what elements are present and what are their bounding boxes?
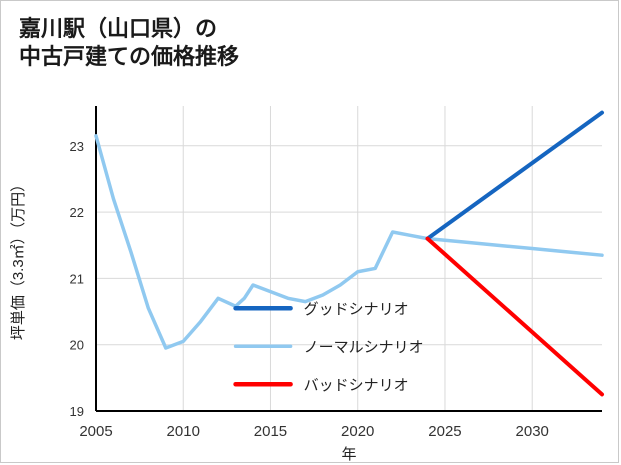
x-axis-title: 年 bbox=[341, 446, 356, 463]
chart-plot-area: 19 20 21 22 23 2005 2010 2015 2020 2025 2030 坪単価（3.… bbox=[1, 96, 618, 462]
chart-frame: 嘉川駅（山口県）の 中古戸建ての価格推移 19 20 21 22 23 2005 2010 2… bbox=[0, 0, 619, 463]
series-line-バッドシナリオ bbox=[428, 239, 602, 395]
x-tick-label-2010: 2010 bbox=[167, 423, 200, 440]
y-tick-label-19: 19 bbox=[70, 404, 84, 419]
y-tick-label-20: 20 bbox=[70, 338, 84, 353]
series-line-グッドシナリオ bbox=[428, 113, 602, 239]
y-tick-label-22: 22 bbox=[70, 205, 84, 220]
legend-label-バッドシナリオ: バッドシナリオ bbox=[304, 377, 409, 394]
y-tick-label-23: 23 bbox=[70, 139, 84, 154]
chart-title-line2: 中古戸建ての価格推移 bbox=[19, 43, 239, 71]
y-axis-title: 坪単価（3.3㎡）（万円） bbox=[10, 177, 27, 340]
line-chart-svg: 19 20 21 22 23 2005 2010 2015 2020 2025 2030 坪単価（3.… bbox=[1, 96, 619, 463]
chart-title: 嘉川駅（山口県）の 中古戸建ての価格推移 bbox=[19, 15, 239, 70]
x-tick-label-2005: 2005 bbox=[79, 423, 112, 440]
legend-label-グッドシナリオ: グッドシナリオ bbox=[304, 301, 409, 318]
x-tick-label-2025: 2025 bbox=[428, 423, 461, 440]
x-tick-label-2020: 2020 bbox=[341, 423, 374, 440]
x-tick-label-2015: 2015 bbox=[254, 423, 287, 440]
chart-title-line1: 嘉川駅（山口県）の bbox=[19, 15, 239, 43]
x-tick-label-2030: 2030 bbox=[516, 423, 549, 440]
y-tick-label-21: 21 bbox=[70, 271, 84, 286]
legend-label-ノーマルシナリオ: ノーマルシナリオ bbox=[304, 339, 424, 356]
